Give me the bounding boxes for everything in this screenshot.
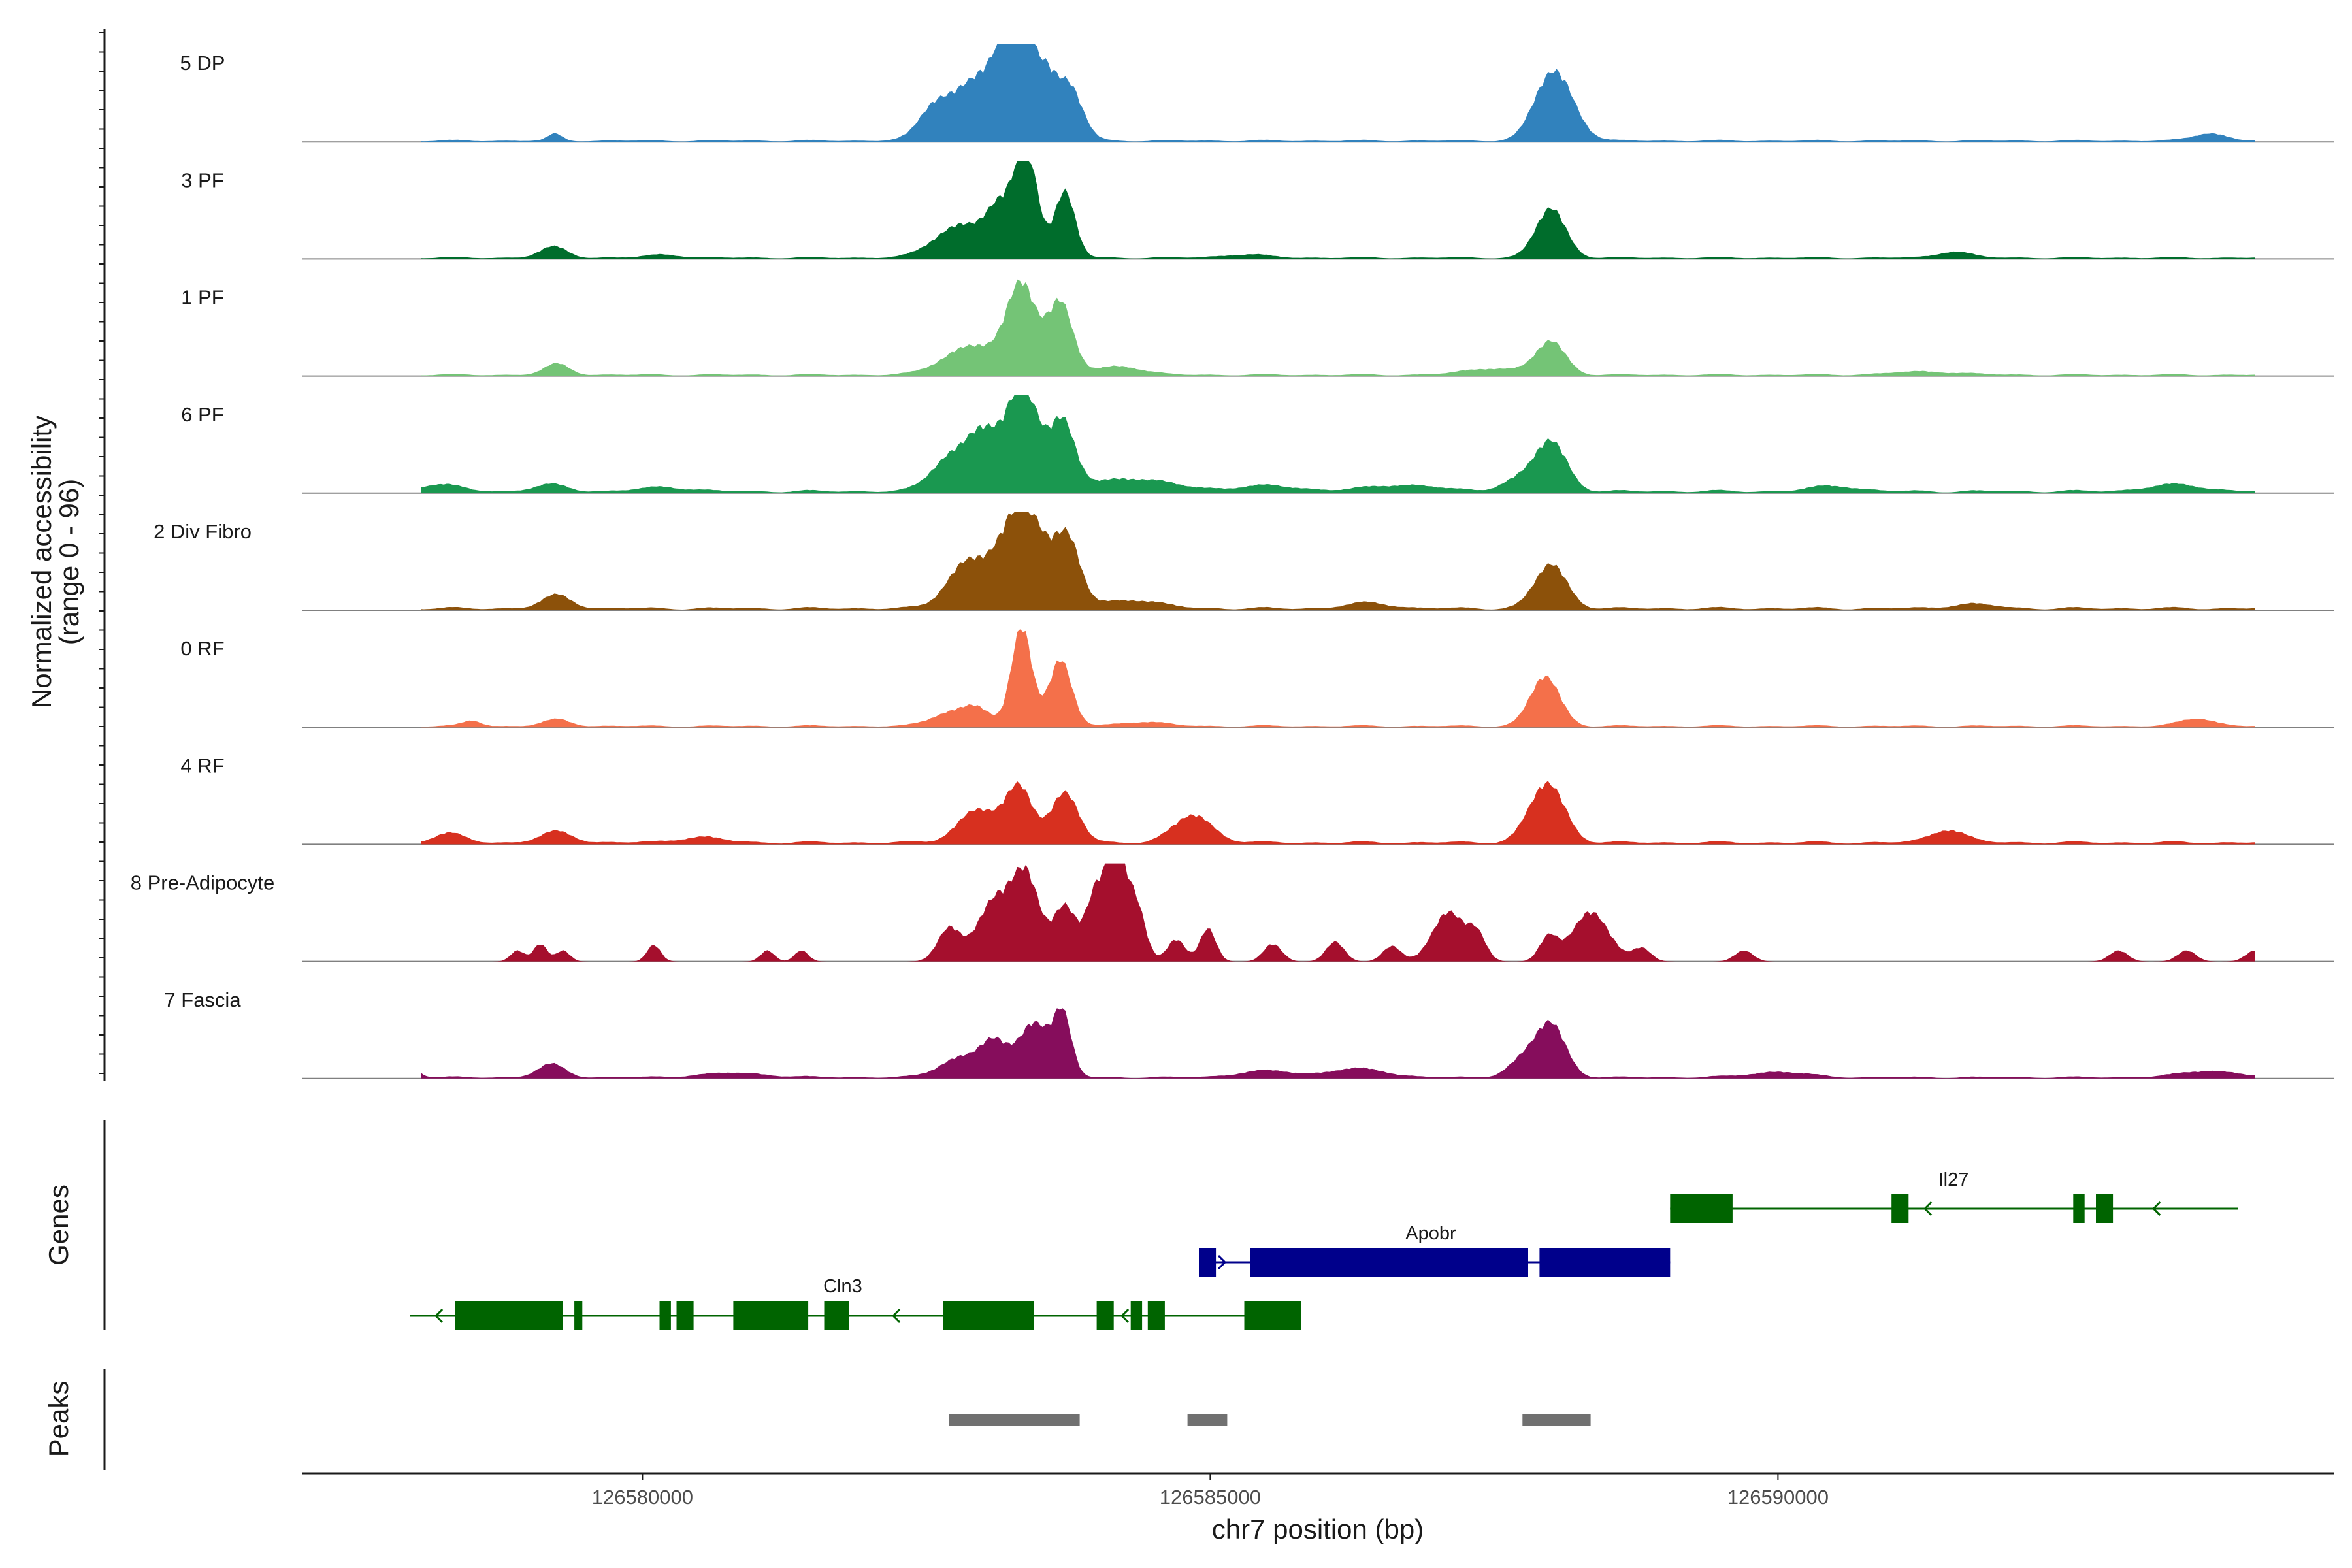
- track-1-pf: 1 PF: [181, 279, 2334, 377]
- gene-exon: [1096, 1301, 1114, 1330]
- gene-exon: [2096, 1194, 2114, 1223]
- y-axis-title: Normalized accessibility: [26, 416, 57, 708]
- y-axis-ticks: [99, 32, 105, 1074]
- gene-exon: [1539, 1248, 1671, 1277]
- coverage-area: [421, 44, 2255, 142]
- track-label: 4 RF: [180, 754, 224, 777]
- track-label: 3 PF: [181, 169, 223, 191]
- peak-region: [1187, 1414, 1228, 1426]
- gene-il27: Il27: [1670, 1169, 2238, 1223]
- strand-arrow: [1120, 1308, 1130, 1324]
- strand-arrow: [891, 1308, 901, 1324]
- track-6-pf: 6 PF: [181, 395, 2334, 494]
- x-tick-label: 126585000: [1160, 1486, 1261, 1509]
- strand-arrow: [1217, 1254, 1227, 1270]
- coverage-area: [421, 863, 2255, 962]
- y-axis-subtitle: (range 0 - 96): [54, 479, 84, 645]
- gene-exon: [574, 1301, 583, 1330]
- track-label: 1 PF: [181, 286, 223, 309]
- gene-exon: [1130, 1301, 1143, 1330]
- track-label: 0 RF: [180, 637, 224, 660]
- gene-exon: [2073, 1194, 2085, 1223]
- coverage-area: [421, 161, 2255, 259]
- track-label: 5 DP: [180, 52, 225, 74]
- x-axis-ticks: 126580000 126585000 126590000: [592, 1473, 1829, 1509]
- coverage-area: [421, 512, 2255, 610]
- track-label: 8 Pre-Adipocyte: [131, 872, 275, 894]
- peaks-track-title: Peaks: [43, 1381, 74, 1458]
- gene-exon: [1670, 1194, 1733, 1223]
- track-3-pf: 3 PF: [181, 161, 2334, 260]
- gene-exon: [659, 1301, 671, 1330]
- track-0-rf: 0 RF: [180, 629, 2334, 728]
- track-4-rf: 4 RF: [180, 754, 2334, 845]
- gene-exon: [1199, 1248, 1217, 1277]
- gene-exon: [733, 1301, 809, 1330]
- gene-cln3: Cln3: [410, 1276, 1301, 1330]
- strand-arrow: [1923, 1201, 1933, 1217]
- track-5-dp: 5 DP: [180, 44, 2334, 143]
- gene-exon: [455, 1301, 563, 1330]
- gene-label: Apobr: [1405, 1223, 1456, 1244]
- track-label: 2 Div Fibro: [154, 520, 252, 543]
- track-7-fascia: 7 Fascia: [164, 988, 2334, 1079]
- gene-exon: [943, 1301, 1034, 1330]
- track-8-pre-adipocyte: 8 Pre-Adipocyte: [131, 863, 2334, 962]
- x-tick-label: 126580000: [592, 1486, 693, 1509]
- coverage-area: [421, 395, 2255, 493]
- x-axis-title: chr7 position (bp): [1212, 1514, 1424, 1544]
- coverage-area: [421, 629, 2255, 728]
- gene-label: Il27: [1938, 1169, 1969, 1190]
- track-2-div-fibro: 2 Div Fibro: [154, 512, 2334, 611]
- gene-exon: [1147, 1301, 1165, 1330]
- peak-regions: [949, 1414, 1591, 1426]
- gene-exon: [824, 1301, 849, 1330]
- gene-exon: [676, 1301, 694, 1330]
- coverage-area: [421, 1008, 2255, 1079]
- peak-region: [949, 1414, 1080, 1426]
- gene-exon: [1250, 1248, 1528, 1277]
- gene-annotations: Il27 Apobr Cln3: [410, 1169, 2238, 1330]
- track-label: 6 PF: [181, 403, 223, 426]
- coverage-area: [421, 279, 2255, 376]
- strand-arrow: [2152, 1201, 2161, 1217]
- genes-track-title: Genes: [43, 1184, 74, 1266]
- x-tick-label: 126590000: [1727, 1486, 1829, 1509]
- track-label: 7 Fascia: [164, 988, 241, 1011]
- strand-arrow: [434, 1308, 444, 1324]
- gene-apobr: Apobr: [1199, 1223, 1671, 1277]
- coverage-tracks: 5 DP 3 PF 1 PF 6 PF 2 Div Fibro 0 RF 4 RF 8 Pre…: [131, 44, 2334, 1079]
- gene-label: Cln3: [823, 1276, 862, 1297]
- gene-exon: [1244, 1301, 1301, 1330]
- gene-exon: [1891, 1194, 1909, 1223]
- peak-region: [1522, 1414, 1591, 1426]
- coverage-area: [421, 781, 2255, 845]
